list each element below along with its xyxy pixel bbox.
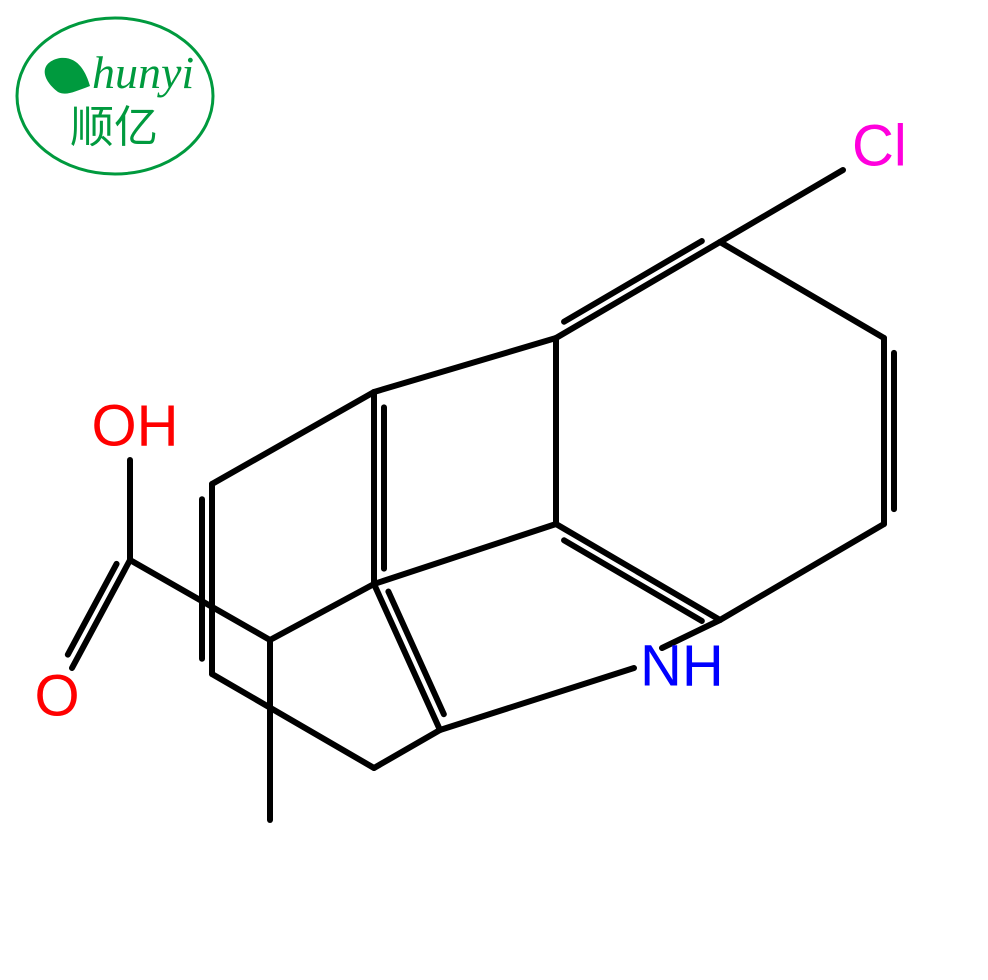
bond-line (440, 668, 634, 730)
bond-line (564, 540, 702, 621)
logo-chinese-text: 顺亿 (70, 103, 158, 152)
bond-line (374, 584, 440, 730)
atom-label-nh: NH (640, 633, 724, 698)
bond-line (388, 592, 443, 715)
molecule-diagram: hunyi 顺亿 Cl NH OH O (0, 0, 988, 980)
bond-line (564, 241, 702, 322)
atom-label-cl: Cl (852, 113, 907, 178)
bond-line (270, 584, 374, 640)
bond-line (556, 524, 720, 620)
brand-logo: hunyi 顺亿 (17, 18, 213, 174)
bond-line (212, 674, 374, 768)
bond-line (68, 564, 117, 655)
atom-label-oh: OH (92, 393, 179, 458)
bond-layer (68, 170, 894, 820)
bond-line (720, 524, 884, 620)
bond-line (212, 392, 374, 484)
bond-line (556, 242, 720, 338)
bond-line (720, 170, 843, 242)
logo-latin-text: hunyi (92, 47, 194, 98)
bond-line (374, 524, 556, 584)
bond-line (374, 338, 556, 392)
bond-line (374, 730, 440, 768)
bond-line (720, 242, 884, 338)
atom-label-o: O (34, 663, 79, 728)
bond-line (72, 560, 130, 668)
